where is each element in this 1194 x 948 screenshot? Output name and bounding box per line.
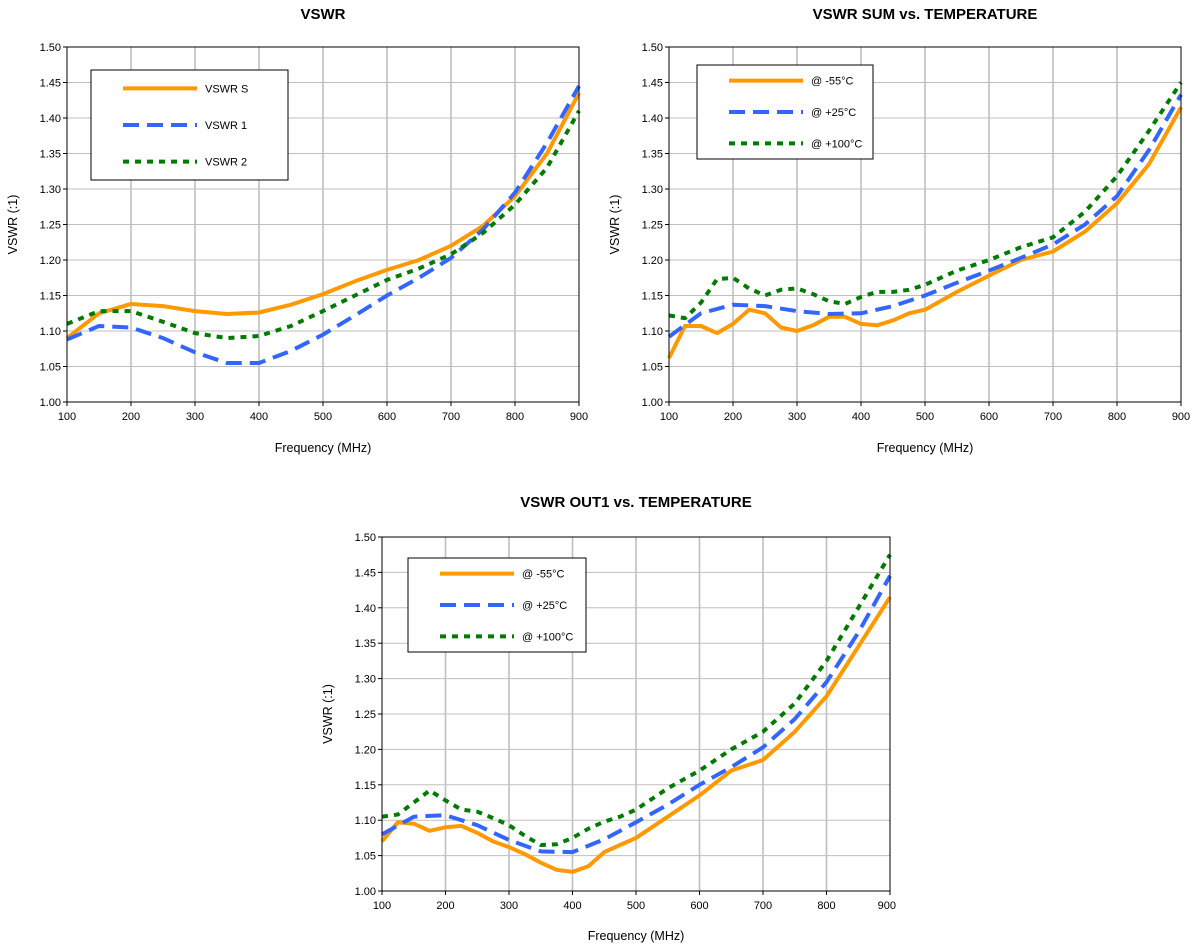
x-tick-label: 400: [852, 411, 870, 423]
legend: @ -55°C @ +25°C @ +100°C: [407, 557, 587, 653]
x-tick-label: 500: [314, 411, 332, 423]
legend-label-2: VSWR 1: [205, 120, 247, 132]
x-axis-label: Frequency (MHz): [877, 441, 974, 455]
y-tick-label: 1.15: [355, 780, 376, 792]
x-tick-label: 500: [916, 411, 934, 423]
chart-title: VSWR OUT1 vs. TEMPERATURE: [520, 494, 751, 511]
x-tick-label: 800: [506, 411, 524, 423]
series-line-3: [668, 81, 1183, 321]
chart-vswr-svg: VSWR 1.00 1.05 1.10 1.15 1.20 1.25 1.30 1.35 1.40…: [6, 6, 588, 455]
y-tick-label: 1.30: [355, 674, 376, 686]
x-tick-label: 100: [660, 411, 678, 423]
x-tick-label: 900: [570, 411, 588, 423]
chart-title: VSWR SUM vs. TEMPERATURE: [813, 6, 1038, 23]
chart-vswr-out1-temperature: VSWR OUT1 vs. TEMPERATURE 1.00 1.05 1.10 1.1…: [297, 488, 897, 948]
y-tick-label: 1.45: [355, 567, 376, 579]
y-tick-label: 1.50: [355, 532, 376, 544]
x-tick-label: 700: [1044, 411, 1062, 423]
legend-label-1: @ -55°C: [811, 76, 854, 88]
y-tick-label: 1.40: [642, 113, 663, 125]
legend-label-3: @ +100°C: [522, 631, 573, 643]
legend-label-2: @ +25°C: [811, 107, 856, 119]
x-tick-label: 300: [500, 900, 518, 912]
y-tick-label: 1.15: [40, 291, 61, 303]
legend-label-3: VSWR 2: [205, 157, 247, 169]
x-tick-label: 800: [817, 900, 835, 912]
x-tick-label: 600: [690, 900, 708, 912]
y-tick-label: 1.40: [40, 113, 61, 125]
y-tick-label: 1.20: [642, 255, 663, 267]
legend: @ -55°C @ +25°C @ +100°C: [696, 64, 874, 160]
y-tick-label: 1.25: [642, 220, 663, 232]
x-tick-label: 700: [442, 411, 460, 423]
series-line-1: [380, 596, 892, 874]
x-tick-label: 200: [122, 411, 140, 423]
y-tick-label: 1.10: [40, 326, 61, 338]
x-tick-label: 300: [788, 411, 806, 423]
x-tick-label: 800: [1108, 411, 1126, 423]
x-tick-label: 900: [1172, 411, 1190, 423]
x-axis-label: Frequency (MHz): [275, 441, 372, 455]
legend-label-1: @ -55°C: [522, 569, 565, 581]
y-tick-label: 1.50: [642, 42, 663, 54]
chart-vswr: VSWR 1.00 1.05 1.10 1.15 1.20 1.25 1.30 1.35 1.40…: [0, 0, 597, 470]
y-tick-label: 1.00: [355, 886, 376, 898]
series-line-2: [66, 85, 581, 365]
y-tick-label: 1.20: [355, 744, 376, 756]
y-tick-label: 1.05: [355, 851, 376, 863]
chart-vswr-out1-svg: VSWR OUT1 vs. TEMPERATURE 1.00 1.05 1.10 1.1…: [321, 494, 896, 943]
legend-label-2: @ +25°C: [522, 600, 567, 612]
y-tick-label: 1.25: [40, 220, 61, 232]
series-line-2: [381, 574, 892, 855]
x-tick-label: 400: [250, 411, 268, 423]
y-tick-label: 1.50: [40, 42, 61, 54]
y-tick-label: 1.40: [355, 603, 376, 615]
y-tick-label: 1.15: [642, 291, 663, 303]
series-line-1: [667, 106, 1183, 359]
y-tick-label: 1.35: [40, 149, 61, 161]
y-tick-label: 1.00: [40, 397, 61, 409]
y-tick-label: 1.45: [642, 78, 663, 90]
x-tick-label: 200: [724, 411, 742, 423]
series-line-3: [66, 109, 581, 341]
x-tick-label: 600: [980, 411, 998, 423]
y-axis-label: VSWR (:1): [608, 195, 622, 255]
x-axis-label: Frequency (MHz): [588, 929, 685, 943]
y-tick-label: 1.35: [355, 638, 376, 650]
series-line-3: [381, 553, 892, 847]
x-tick-label: 300: [186, 411, 204, 423]
y-axis-label: VSWR (:1): [321, 684, 335, 744]
y-tick-label: 1.20: [40, 255, 61, 267]
x-tick-label: 500: [627, 900, 645, 912]
x-tick-label: 700: [754, 900, 772, 912]
x-tick-label: 100: [373, 900, 391, 912]
chart-title: VSWR: [301, 6, 346, 23]
chart-vswr-sum-temperature: VSWR SUM vs. TEMPERATURE 1.00 1.05 1.10 1.15…: [597, 0, 1194, 470]
y-tick-label: 1.10: [355, 815, 376, 827]
x-tick-label: 400: [563, 900, 581, 912]
y-tick-label: 1.10: [642, 326, 663, 338]
legend-label-3: @ +100°C: [811, 138, 862, 150]
y-tick-label: 1.25: [355, 709, 376, 721]
y-tick-label: 1.00: [642, 397, 663, 409]
x-tick-label: 900: [878, 900, 896, 912]
y-tick-label: 1.35: [642, 149, 663, 161]
y-tick-label: 1.05: [642, 362, 663, 374]
y-tick-label: 1.30: [642, 184, 663, 196]
x-tick-label: 600: [378, 411, 396, 423]
y-tick-label: 1.05: [40, 362, 61, 374]
y-tick-label: 1.30: [40, 184, 61, 196]
x-tick-label: 200: [436, 900, 454, 912]
legend-label-1: VSWR S: [205, 83, 248, 95]
y-axis-label: VSWR (:1): [6, 195, 20, 255]
x-tick-label: 100: [58, 411, 76, 423]
chart-vswr-sum-svg: VSWR SUM vs. TEMPERATURE 1.00 1.05 1.10 1.15…: [608, 6, 1190, 455]
legend: VSWR S VSWR 1 VSWR 2: [90, 69, 289, 181]
y-tick-label: 1.45: [40, 78, 61, 90]
series-line-2: [667, 93, 1183, 339]
